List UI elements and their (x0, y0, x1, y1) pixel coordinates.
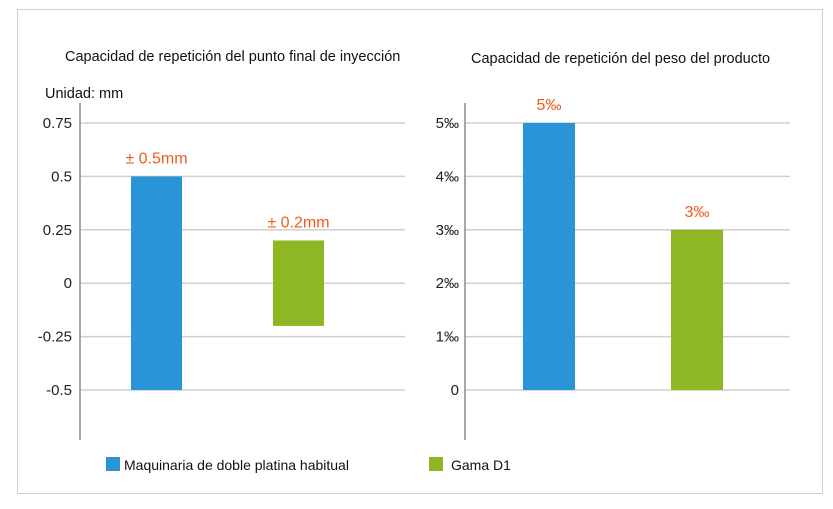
bar-d1 (671, 229, 723, 390)
y-tick-label: 3‰ (436, 222, 459, 239)
data-label: 3‰ (685, 204, 710, 221)
unit-label: Unidad: mm (45, 86, 123, 102)
bar-habitual (131, 176, 182, 390)
y-tick-label: 2‰ (436, 275, 459, 292)
bar-habitual (523, 123, 575, 390)
data-label: ± 0.2mm (267, 214, 329, 231)
legend-swatch (429, 457, 443, 471)
y-tick-label: 5‰ (436, 115, 459, 132)
y-tick-label: 0.5 (51, 168, 72, 185)
left-plot: 0.75 0.5 0.25 0 -0.25 -0.5 ± 0.5mm ± 0.2mm (38, 103, 405, 440)
y-tick-label: 4‰ (436, 168, 459, 185)
legend-swatch (106, 457, 120, 471)
y-tick-label: -0.5 (46, 382, 72, 399)
data-label: ± 0.5mm (125, 150, 187, 167)
data-label: 5‰ (537, 97, 562, 114)
bar-d1 (273, 240, 324, 326)
y-tick-label: 0.75 (43, 115, 72, 132)
chart-title-left: Capacidad de repetición del punto final … (65, 49, 400, 65)
y-tick-label: -0.25 (38, 329, 72, 346)
chart-frame (17, 9, 823, 494)
chart-title-right: Capacidad de repetición del peso del pro… (471, 51, 770, 67)
legend-label: Maquinaria de doble platina habitual (124, 457, 349, 473)
y-tick-label: 1‰ (436, 329, 459, 346)
right-plot: 5‰ 4‰ 3‰ 2‰ 1‰ 0 5‰ 3‰ (436, 97, 790, 440)
legend: Maquinaria de doble platina habitual Gama… (106, 457, 511, 473)
y-tick-label: 0 (64, 275, 72, 292)
legend-label: Gama D1 (451, 457, 511, 473)
y-tick-label: 0 (451, 382, 459, 399)
y-tick-label: 0.25 (43, 222, 72, 239)
